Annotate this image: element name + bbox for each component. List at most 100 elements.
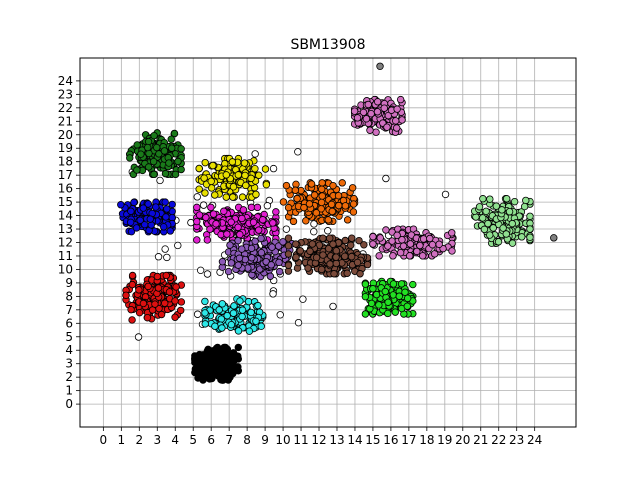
data-point bbox=[384, 242, 392, 250]
data-point bbox=[168, 144, 176, 152]
data-point bbox=[268, 243, 276, 251]
x-tick-label: 0 bbox=[100, 433, 108, 447]
cluster-points bbox=[117, 198, 176, 236]
data-point bbox=[230, 302, 238, 310]
data-point bbox=[247, 174, 255, 183]
data-point bbox=[312, 253, 321, 262]
data-point bbox=[127, 207, 135, 215]
data-point bbox=[269, 164, 278, 173]
data-point bbox=[305, 200, 314, 208]
data-point bbox=[251, 150, 259, 158]
data-point bbox=[137, 150, 145, 158]
data-point bbox=[187, 218, 195, 227]
data-point bbox=[207, 203, 215, 212]
data-point bbox=[227, 259, 236, 267]
data-point bbox=[294, 148, 302, 156]
data-point bbox=[284, 242, 293, 250]
data-point bbox=[162, 213, 170, 221]
data-point bbox=[162, 271, 170, 280]
data-point bbox=[253, 203, 262, 212]
data-point bbox=[206, 225, 214, 233]
data-point bbox=[269, 290, 277, 298]
data-point bbox=[484, 219, 492, 228]
data-point bbox=[382, 226, 390, 234]
y-tick-label: 8 bbox=[65, 289, 73, 303]
x-tick-label: 23 bbox=[509, 433, 524, 447]
data-point bbox=[419, 252, 427, 260]
data-point bbox=[238, 193, 247, 201]
data-point bbox=[117, 201, 125, 209]
data-point bbox=[207, 177, 215, 185]
x-tick-label: 22 bbox=[491, 433, 506, 447]
cluster-points bbox=[350, 95, 406, 136]
data-point bbox=[167, 135, 175, 143]
y-tick-label: 2 bbox=[65, 370, 73, 384]
data-point bbox=[325, 244, 333, 253]
data-point bbox=[211, 322, 219, 330]
x-tick-label: 13 bbox=[329, 433, 344, 447]
data-point bbox=[201, 356, 209, 365]
data-point bbox=[353, 258, 362, 267]
data-point bbox=[502, 195, 511, 203]
data-point bbox=[223, 311, 231, 320]
data-point bbox=[348, 234, 356, 242]
data-point bbox=[155, 150, 163, 158]
x-axis: 0 1 2 3 4 5 6 7 8 9 10 11 12 13 14 15 16 17 18 19 20 21 22 23 24 bbox=[100, 427, 542, 447]
data-point bbox=[213, 343, 222, 352]
data-point bbox=[393, 105, 401, 113]
data-point bbox=[384, 309, 392, 318]
data-point bbox=[520, 202, 529, 211]
data-point bbox=[361, 310, 370, 318]
data-point bbox=[406, 240, 415, 248]
data-point bbox=[222, 193, 230, 201]
data-point bbox=[332, 253, 340, 261]
data-point bbox=[222, 171, 230, 179]
data-point bbox=[251, 164, 259, 173]
cluster-points bbox=[369, 225, 456, 260]
data-point bbox=[284, 250, 293, 258]
data-point bbox=[349, 200, 358, 208]
y-tick-label: 10 bbox=[58, 262, 73, 276]
data-point bbox=[238, 245, 246, 253]
data-point bbox=[150, 170, 158, 179]
data-point bbox=[228, 158, 237, 166]
data-point bbox=[372, 128, 380, 136]
x-tick-label: 14 bbox=[347, 433, 362, 447]
data-point bbox=[348, 184, 357, 192]
data-point bbox=[154, 284, 163, 292]
data-point bbox=[494, 238, 503, 246]
data-point bbox=[192, 359, 201, 368]
data-point bbox=[350, 107, 359, 115]
x-tick-label: 11 bbox=[293, 433, 308, 447]
data-point bbox=[373, 108, 382, 116]
data-point bbox=[251, 237, 259, 245]
data-point bbox=[135, 308, 144, 317]
data-point bbox=[257, 234, 265, 243]
data-point bbox=[324, 216, 332, 224]
data-point bbox=[319, 251, 327, 259]
data-point bbox=[205, 352, 214, 360]
data-point bbox=[329, 240, 337, 248]
data-point bbox=[128, 316, 136, 324]
data-point bbox=[161, 245, 169, 253]
cluster-points bbox=[201, 295, 267, 335]
data-point bbox=[165, 159, 173, 167]
data-point bbox=[145, 163, 153, 171]
data-point bbox=[341, 252, 349, 261]
data-point bbox=[360, 241, 368, 249]
data-point bbox=[310, 191, 319, 199]
data-point bbox=[291, 186, 300, 194]
data-point bbox=[475, 203, 484, 211]
data-point bbox=[177, 145, 185, 153]
data-point bbox=[134, 333, 143, 341]
data-point bbox=[201, 320, 209, 328]
x-tick-label: 17 bbox=[401, 433, 416, 447]
data-point bbox=[375, 252, 383, 260]
data-point bbox=[152, 203, 160, 211]
data-point bbox=[154, 253, 163, 261]
data-point bbox=[223, 230, 231, 238]
data-point bbox=[275, 258, 283, 267]
y-tick-label: 5 bbox=[65, 330, 73, 344]
data-point bbox=[224, 267, 233, 276]
